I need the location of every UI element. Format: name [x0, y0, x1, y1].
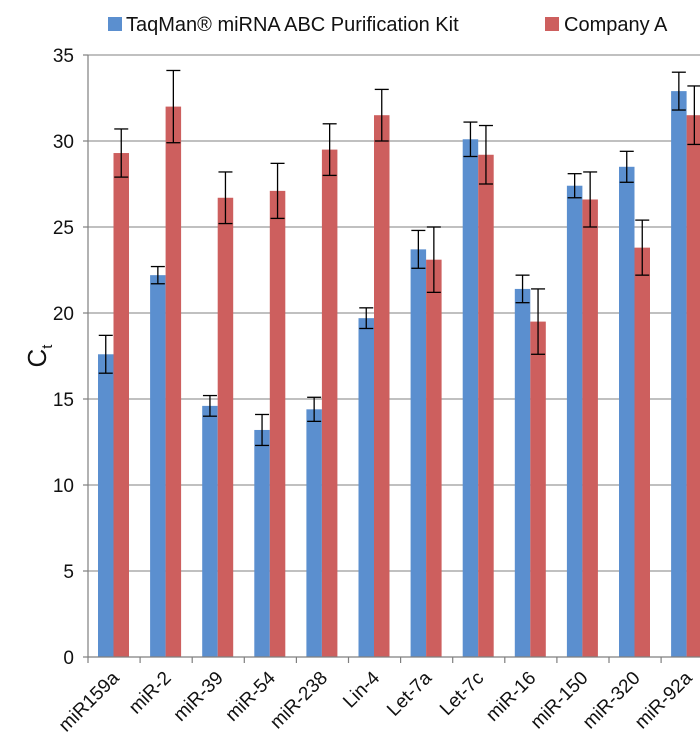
bar-taqman [150, 275, 166, 657]
y-tick-label: 5 [63, 562, 74, 583]
bar-taqman [410, 249, 427, 658]
legend: TaqMan® miRNA ABC Purification Kit Compa… [108, 14, 668, 36]
y-tick-label: 25 [53, 218, 74, 239]
y-tick-label: 30 [53, 132, 74, 153]
bar-taqman [98, 354, 114, 657]
bar-company-a [269, 190, 286, 657]
y-tick-label: 35 [53, 46, 74, 67]
x-tick-label: Let-7a [383, 667, 436, 720]
y-tick-label: 0 [63, 648, 74, 669]
axes [83, 54, 700, 663]
y-tick-label: 10 [53, 476, 74, 497]
bar-company-a [165, 106, 182, 658]
bar-company-a [530, 321, 546, 657]
bar-company-a [634, 247, 650, 657]
x-tick-label: miR-2 [125, 668, 176, 719]
y-tick-label: 20 [53, 304, 74, 325]
bar-taqman [254, 429, 270, 657]
legend-swatch-series-2 [545, 17, 559, 31]
y-axis-label-main: C [22, 349, 52, 368]
x-tick-label: miR159a [55, 667, 124, 736]
y-axis-label: Ct [22, 344, 56, 368]
legend-label-series-1: TaqMan® miRNA ABC Purification Kit [126, 14, 459, 36]
x-tick-label: Lin-4 [339, 667, 384, 712]
bar-taqman [619, 166, 635, 658]
bars [98, 69, 700, 658]
gridlines [88, 54, 700, 572]
bar-taqman [566, 185, 583, 657]
bar-taqman [358, 318, 374, 657]
bar-company-a [321, 149, 338, 657]
bar-taqman [514, 288, 531, 657]
legend-label-series-2: Company A [564, 14, 668, 36]
bar-taqman [202, 405, 218, 657]
bar-company-a [478, 154, 494, 657]
legend-swatch-series-1 [108, 17, 122, 31]
x-tick-label: miR-92a [631, 667, 697, 733]
x-tick-label: Let-7c [436, 668, 488, 720]
bar-taqman [462, 139, 479, 657]
bar-taqman [671, 91, 687, 658]
bar-company-a [113, 153, 129, 658]
bar-company-a [217, 197, 234, 657]
y-axis-label-subscript: t [39, 344, 56, 349]
bar-taqman [306, 409, 322, 657]
bar-company-a [426, 259, 442, 657]
bar-company-a [374, 115, 390, 657]
y-tick-label: 15 [53, 390, 74, 411]
x-tick-label: miR-39 [170, 668, 228, 726]
bar-company-a [686, 115, 700, 657]
bar-company-a [582, 199, 598, 658]
x-tick-label: miR-238 [266, 668, 332, 734]
